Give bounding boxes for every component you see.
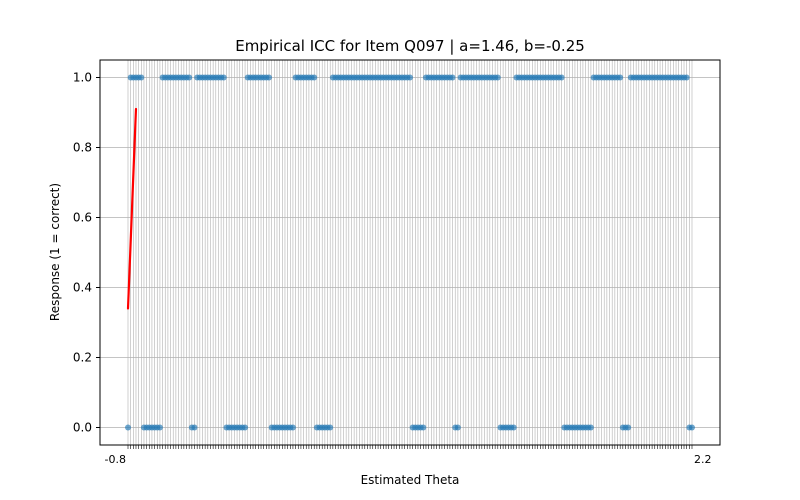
data-point: [510, 424, 517, 431]
y-tick-label: 0.4: [73, 281, 92, 295]
data-point: [617, 74, 624, 81]
data-point: [220, 74, 227, 81]
x-axis-label: Estimated Theta: [361, 473, 460, 487]
data-point: [689, 424, 695, 431]
y-tick-label: 0.6: [73, 211, 92, 225]
data-point: [587, 424, 594, 431]
data-point: [266, 74, 272, 81]
data-point: [242, 424, 249, 431]
data-point: [558, 74, 565, 81]
data-point: [191, 424, 198, 431]
data-point: [311, 74, 318, 81]
y-tick-label: 0.8: [73, 141, 92, 155]
data-point: [327, 424, 334, 431]
data-point: [156, 424, 163, 431]
y-axis-label: Response (1 = correct): [48, 183, 62, 321]
grid-lines: [100, 60, 720, 445]
data-point: [449, 74, 456, 81]
x-tick-label-first: -0.8: [105, 453, 126, 466]
data-points: [125, 74, 695, 431]
y-tick-label: 1.0: [73, 71, 92, 85]
chart-title: Empirical ICC for Item Q097 | a=1.46, b=…: [235, 37, 585, 55]
data-point: [138, 74, 145, 81]
data-point: [683, 74, 690, 81]
y-axis: 0.0 0.2 0.4 0.6 0.8 1.0: [73, 71, 100, 435]
data-point: [454, 424, 461, 431]
data-point: [289, 424, 296, 431]
x-axis: -0.8 2.2: [105, 445, 712, 466]
data-point: [420, 424, 427, 431]
data-point: [407, 74, 413, 81]
y-tick-label: 0.0: [73, 421, 92, 435]
y-tick-label: 0.2: [73, 351, 92, 365]
data-point: [125, 424, 131, 431]
data-point: [494, 74, 501, 81]
data-point: [625, 424, 632, 431]
data-point: [186, 74, 193, 81]
icc-curve-group: [126, 107, 138, 310]
icc-curve: [126, 107, 138, 310]
x-tick-label-last: 2.2: [694, 453, 712, 466]
